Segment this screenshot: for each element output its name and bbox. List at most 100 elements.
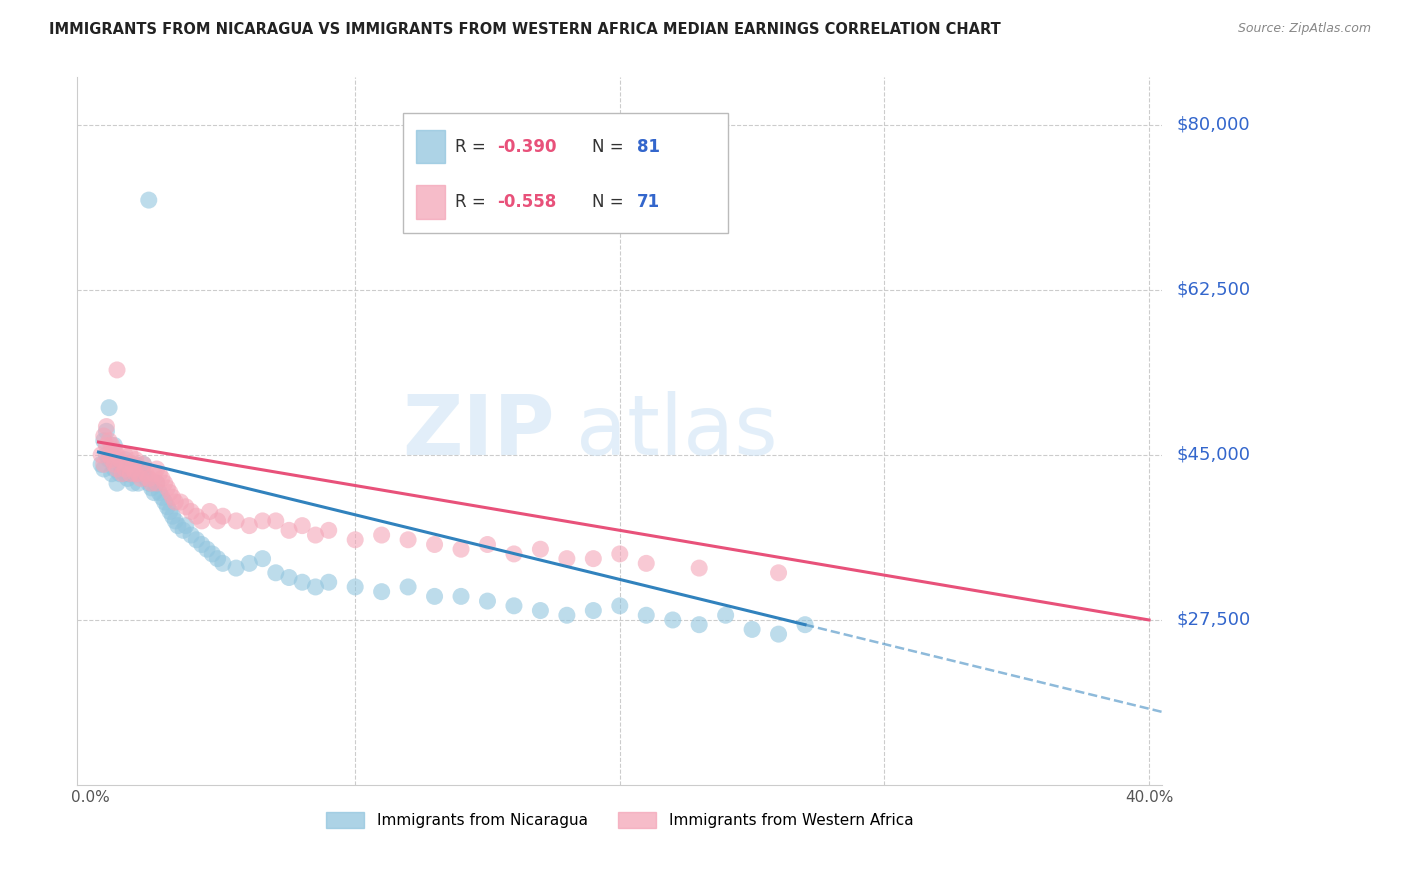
Text: IMMIGRANTS FROM NICARAGUA VS IMMIGRANTS FROM WESTERN AFRICA MEDIAN EARNINGS CORR: IMMIGRANTS FROM NICARAGUA VS IMMIGRANTS …	[49, 22, 1001, 37]
Point	[111, 458, 134, 472]
Point	[195, 542, 218, 557]
Point	[124, 452, 146, 467]
Text: atlas: atlas	[576, 391, 778, 472]
Point	[114, 452, 136, 467]
Text: ZIP: ZIP	[402, 391, 555, 472]
Point	[396, 580, 419, 594]
Point	[108, 458, 131, 472]
Point	[124, 458, 146, 472]
Point	[114, 448, 136, 462]
Point	[688, 561, 710, 575]
Point	[370, 584, 392, 599]
Point	[124, 467, 146, 481]
Point	[555, 608, 578, 623]
Point	[609, 547, 631, 561]
Point	[477, 594, 499, 608]
Point	[180, 504, 202, 518]
Point	[174, 500, 197, 514]
Point	[93, 434, 115, 448]
Point	[122, 458, 145, 472]
Text: $80,000: $80,000	[1177, 116, 1250, 134]
Point	[150, 491, 173, 505]
Point	[291, 518, 314, 533]
Point	[162, 491, 184, 505]
Point	[132, 467, 155, 481]
Point	[129, 471, 152, 485]
Point	[105, 448, 128, 462]
Point	[135, 471, 157, 485]
Point	[96, 419, 118, 434]
Point	[141, 481, 163, 495]
Point	[156, 481, 179, 495]
Point	[148, 467, 170, 481]
Point	[127, 476, 149, 491]
Point	[794, 617, 817, 632]
Point	[103, 462, 125, 476]
Point	[129, 462, 152, 476]
Point	[111, 467, 134, 481]
Point	[93, 429, 115, 443]
Point	[529, 542, 551, 557]
Point	[150, 471, 173, 485]
Point	[201, 547, 224, 561]
Point	[238, 518, 260, 533]
Point	[423, 590, 446, 604]
Point	[318, 575, 340, 590]
Point	[122, 476, 145, 491]
Point	[93, 462, 115, 476]
Point	[117, 467, 139, 481]
Point	[98, 448, 121, 462]
Point	[190, 537, 212, 551]
Point	[207, 551, 229, 566]
Point	[105, 363, 128, 377]
Point	[503, 599, 526, 613]
Point	[145, 476, 167, 491]
Point	[304, 580, 326, 594]
Point	[124, 467, 146, 481]
Point	[141, 476, 163, 491]
Point	[114, 467, 136, 481]
Point	[190, 514, 212, 528]
Point	[207, 514, 229, 528]
Point	[503, 547, 526, 561]
Legend: Immigrants from Nicaragua, Immigrants from Western Africa: Immigrants from Nicaragua, Immigrants fr…	[321, 805, 920, 834]
Point	[105, 452, 128, 467]
Point	[768, 566, 790, 580]
Point	[143, 467, 166, 481]
Point	[396, 533, 419, 547]
Point	[264, 514, 287, 528]
Point	[103, 438, 125, 452]
Point	[117, 471, 139, 485]
Point	[180, 528, 202, 542]
Point	[304, 528, 326, 542]
Point	[120, 467, 142, 481]
Point	[98, 434, 121, 448]
Point	[143, 485, 166, 500]
Point	[636, 557, 658, 571]
Point	[90, 458, 112, 472]
Point	[162, 509, 184, 524]
Point	[120, 448, 142, 462]
Point	[661, 613, 683, 627]
Point	[186, 509, 208, 524]
Point	[148, 485, 170, 500]
Point	[127, 467, 149, 481]
Point	[135, 467, 157, 481]
Point	[103, 458, 125, 472]
Point	[172, 524, 194, 538]
Point	[100, 452, 122, 467]
Text: $45,000: $45,000	[1177, 446, 1250, 464]
Point	[96, 438, 118, 452]
Point	[688, 617, 710, 632]
Point	[100, 467, 122, 481]
Point	[165, 495, 187, 509]
Text: $27,500: $27,500	[1177, 611, 1250, 629]
Point	[278, 524, 301, 538]
Point	[186, 533, 208, 547]
Point	[582, 551, 605, 566]
Point	[120, 467, 142, 481]
Point	[138, 471, 160, 485]
Point	[225, 514, 247, 528]
Point	[96, 448, 118, 462]
Point	[252, 514, 274, 528]
